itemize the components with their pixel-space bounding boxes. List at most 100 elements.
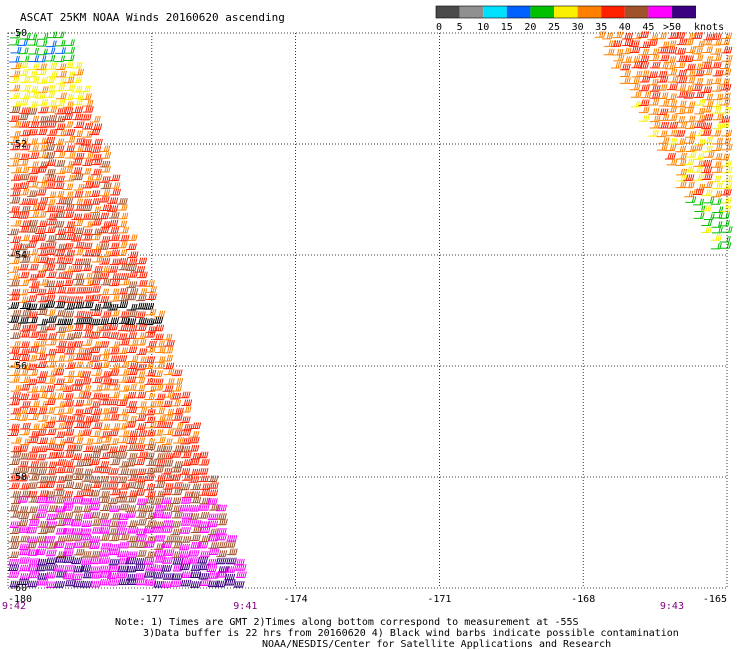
wind-barb bbox=[44, 151, 56, 159]
wind-barb bbox=[27, 161, 39, 168]
wind-barb bbox=[721, 46, 733, 54]
wind-barb bbox=[691, 84, 703, 91]
wind-barb bbox=[10, 100, 22, 108]
wind-barb bbox=[46, 129, 58, 136]
wind-barb bbox=[62, 113, 74, 121]
wind-barb bbox=[64, 302, 76, 310]
wind-barb bbox=[35, 234, 47, 241]
wind-barb bbox=[10, 491, 22, 498]
wind-barb bbox=[163, 408, 175, 416]
wind-barbs bbox=[8, 31, 733, 588]
wind-barb bbox=[674, 107, 686, 115]
wind-barb bbox=[108, 579, 120, 586]
wind-barb bbox=[10, 353, 22, 361]
wind-barb bbox=[17, 243, 29, 251]
wind-barb bbox=[80, 371, 92, 378]
wind-barb bbox=[64, 84, 76, 91]
wind-barb bbox=[45, 159, 57, 166]
wind-barb bbox=[171, 573, 183, 580]
wind-barb bbox=[107, 197, 119, 204]
wind-barb bbox=[35, 203, 47, 211]
wind-barb bbox=[18, 557, 30, 564]
wind-barb bbox=[8, 279, 20, 287]
wind-barb bbox=[135, 356, 147, 363]
wind-barb bbox=[8, 429, 20, 436]
wind-barb bbox=[98, 490, 110, 498]
wind-barb bbox=[620, 47, 632, 55]
wind-barb bbox=[62, 257, 74, 264]
wind-barb bbox=[154, 490, 166, 498]
wind-barb bbox=[116, 399, 128, 407]
wind-barb bbox=[72, 113, 84, 121]
wind-barb bbox=[90, 580, 102, 588]
wind-barb bbox=[27, 286, 39, 294]
wind-barb bbox=[116, 220, 128, 228]
wind-barb bbox=[145, 564, 157, 571]
wind-barb bbox=[99, 383, 111, 391]
wind-barb bbox=[44, 491, 56, 498]
wind-barb bbox=[181, 399, 193, 407]
wind-barb bbox=[54, 422, 66, 430]
wind-barb bbox=[35, 68, 47, 76]
wind-barb bbox=[144, 345, 156, 353]
wind-barb bbox=[99, 483, 111, 490]
wind-barb bbox=[19, 573, 31, 580]
wind-barb bbox=[658, 121, 670, 129]
wind-barb bbox=[108, 288, 120, 295]
wind-barb bbox=[28, 63, 40, 70]
wind-barb bbox=[28, 473, 40, 481]
wind-barb bbox=[136, 279, 148, 287]
wind-barb bbox=[64, 174, 76, 182]
wind-barb bbox=[98, 407, 110, 415]
wind-barb bbox=[98, 318, 110, 325]
wind-barb bbox=[63, 76, 75, 84]
wind-barb bbox=[711, 226, 723, 234]
wind-barb bbox=[135, 558, 147, 565]
wind-barb bbox=[35, 468, 47, 475]
wind-barb bbox=[44, 144, 56, 151]
wind-barb bbox=[53, 541, 65, 548]
wind-barb bbox=[154, 310, 166, 318]
wind-barb bbox=[91, 228, 103, 235]
wind-barb bbox=[100, 398, 112, 406]
wind-barb bbox=[161, 564, 173, 572]
wind-barb bbox=[73, 414, 85, 422]
wind-barb bbox=[98, 296, 110, 303]
wind-barb bbox=[71, 234, 83, 242]
grid-lines bbox=[8, 33, 727, 588]
wind-barb bbox=[80, 138, 92, 146]
wind-barb bbox=[154, 346, 166, 354]
wind-barb bbox=[17, 47, 29, 55]
wind-barb bbox=[720, 68, 732, 76]
wind-barb bbox=[631, 32, 643, 40]
wind-barb bbox=[55, 340, 67, 348]
wind-barb bbox=[73, 317, 85, 325]
wind-barb bbox=[233, 581, 245, 588]
wind-barb bbox=[126, 444, 138, 451]
wind-barb bbox=[63, 534, 75, 542]
wind-barb bbox=[19, 92, 31, 100]
wind-barb bbox=[89, 401, 101, 408]
wind-barb bbox=[638, 115, 650, 122]
wind-barb bbox=[108, 369, 120, 376]
wind-barb bbox=[98, 226, 110, 234]
wind-barb bbox=[235, 571, 247, 578]
wind-barb bbox=[71, 158, 83, 166]
wind-barb bbox=[188, 549, 200, 557]
wind-barb bbox=[179, 543, 190, 551]
wind-barb bbox=[224, 578, 236, 586]
wind-barb bbox=[692, 188, 704, 196]
wind-barb bbox=[125, 421, 137, 428]
wind-barb bbox=[170, 520, 182, 528]
wind-barb bbox=[108, 242, 120, 250]
wind-barb bbox=[28, 340, 40, 348]
wind-barb bbox=[28, 571, 40, 579]
wind-barb bbox=[91, 362, 103, 370]
wind-barb bbox=[45, 392, 57, 399]
wind-barb bbox=[684, 69, 696, 77]
wind-barb bbox=[10, 436, 22, 444]
wind-barb bbox=[197, 556, 209, 564]
wind-barb bbox=[89, 535, 101, 543]
wind-barb bbox=[118, 234, 130, 242]
wind-barb bbox=[91, 437, 103, 444]
